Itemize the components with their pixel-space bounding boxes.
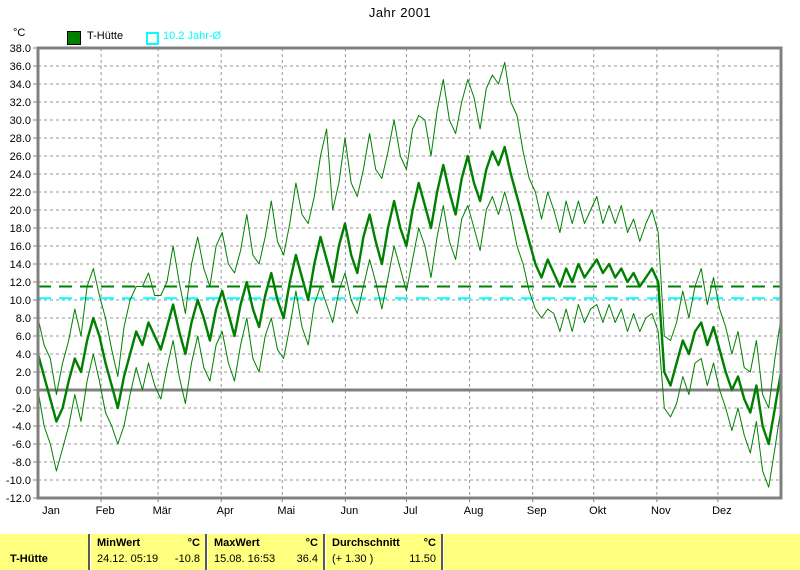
month-label: Sep (527, 505, 547, 517)
month-label: Mai (277, 505, 295, 517)
y-tick-label: -8.0 (12, 457, 31, 469)
month-label: Nov (651, 505, 671, 517)
y-tick-label: 14.0 (10, 259, 31, 271)
y-tick-label: 2.0 (16, 367, 31, 379)
sensor-name-label: T-Hütte (10, 553, 48, 565)
y-tick-label: 38.0 (10, 43, 31, 55)
durchschnitt-value: 11.50 (409, 553, 436, 565)
y-tick-label: 8.0 (16, 313, 31, 325)
y-tick-label: 36.0 (10, 61, 31, 73)
durchschnitt-header: Durchschnitt (332, 537, 400, 549)
status-col-empty (441, 534, 800, 570)
month-label: Mär (153, 505, 172, 517)
y-tick-label: 30.0 (10, 115, 31, 127)
minwert-header: MinWert (97, 537, 141, 549)
month-label: Dez (712, 505, 732, 517)
durchschnitt-delta: (+ 1.30 ) (332, 553, 374, 565)
y-tick-label: 0.0 (16, 385, 31, 397)
y-tick-label: 22.0 (10, 187, 31, 199)
month-label: Feb (96, 505, 115, 517)
minwert-value: -10.8 (174, 553, 200, 565)
series-mean-line (36, 145, 783, 446)
status-col-durchschnitt: Durchschnitt °C (+ 1.30 ) 11.50 (323, 534, 443, 570)
y-tick-label: 20.0 (10, 205, 31, 217)
y-tick-label: 6.0 (16, 331, 31, 343)
status-bar: T-Hütte MinWert °C 24.12. 05:19 -10.8 Ma… (0, 533, 800, 570)
month-label: Jan (42, 505, 60, 517)
temperature-chart: 38.0 36.0 34.0 32.0 30.0 28.0 26.0 24.0 22.0 20.0… (6, 43, 783, 517)
month-label: Okt (589, 505, 606, 517)
y-tick-label: 12.0 (10, 277, 31, 289)
y-tick-label: 28.0 (10, 133, 31, 145)
legend-swatch-ten-year-average (146, 32, 159, 45)
durchschnitt-unit: °C (423, 537, 436, 549)
legend-label-t-huette: T-Hütte (87, 30, 124, 42)
y-tick-label: 32.0 (10, 97, 31, 109)
series-min-line (37, 191, 782, 488)
month-label: Aug (464, 505, 484, 517)
maxwert-unit: °C (305, 537, 318, 549)
month-label: Jul (403, 505, 417, 517)
y-tick-label: 10.0 (10, 295, 31, 307)
maxwert-header: MaxWert (214, 537, 260, 549)
status-col-sensor: T-Hütte (0, 534, 88, 570)
y-tick-label: 26.0 (10, 151, 31, 163)
minwert-timestamp: 24.12. 05:19 (97, 553, 159, 565)
status-col-maxwert: MaxWert °C 15.08. 16:53 36.4 (205, 534, 325, 570)
y-tick-label: -12.0 (6, 493, 31, 505)
y-tick-label: -4.0 (12, 421, 31, 433)
y-tick-label: 24.0 (10, 169, 31, 181)
legend-swatch-t-huette (67, 31, 81, 45)
y-tick-label: 18.0 (10, 223, 31, 235)
series-max-line (37, 61, 782, 409)
y-tick-label: -2.0 (12, 403, 31, 415)
month-label: Apr (217, 505, 234, 517)
chart-title: Jahr 2001 (368, 5, 432, 20)
y-tick-label: 4.0 (16, 349, 31, 361)
y-tick-label: 34.0 (10, 79, 31, 91)
y-tick-label: -10.0 (6, 475, 31, 487)
y-tick-label: -6.0 (12, 439, 31, 451)
legend-label-ten-year-average: 10.2 Jahr-Ø (163, 30, 222, 42)
y-axis-unit-label: °C (13, 27, 26, 39)
minwert-unit: °C (187, 537, 200, 549)
maxwert-timestamp: 15.08. 16:53 (214, 553, 276, 565)
status-col-minwert: MinWert °C 24.12. 05:19 -10.8 (88, 534, 207, 570)
plot-border (36, 46, 783, 500)
month-label: Jun (341, 505, 359, 517)
maxwert-value: 36.4 (296, 553, 318, 565)
y-tick-label: 16.0 (10, 241, 31, 253)
